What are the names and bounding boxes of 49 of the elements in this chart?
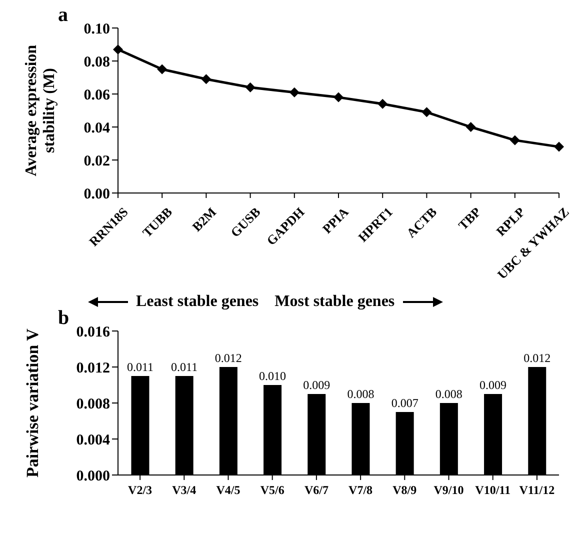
x-tick-label: V7/8 bbox=[348, 483, 373, 497]
y-tick-label: 0.04 bbox=[84, 120, 110, 136]
data-label: 0.008 bbox=[435, 387, 462, 401]
x-tick-label: V10/11 bbox=[475, 483, 511, 497]
y-tick-label: 0.06 bbox=[84, 87, 110, 104]
x-tick-label: V9/10 bbox=[434, 483, 464, 497]
point bbox=[554, 142, 564, 152]
x-tick-label: V5/6 bbox=[260, 483, 284, 497]
y-tick-label: 0.016 bbox=[76, 324, 110, 340]
point bbox=[157, 64, 168, 74]
point bbox=[289, 87, 300, 98]
x-tick-label: V8/9 bbox=[392, 483, 417, 497]
chart-title: b bbox=[58, 307, 70, 329]
data-label: 0.011 bbox=[171, 360, 198, 374]
y-tick-label: 0.012 bbox=[76, 360, 110, 376]
point bbox=[113, 44, 123, 54]
point bbox=[378, 98, 388, 109]
y-axis-title: Average expression stability (M) bbox=[23, 44, 58, 176]
data-label: 0.007 bbox=[391, 396, 418, 410]
text: Most stable genes bbox=[274, 293, 395, 311]
point bbox=[422, 107, 432, 118]
data-label: 0.008 bbox=[347, 387, 374, 401]
x-tick-label: TBP bbox=[455, 204, 484, 233]
y-axis-title: Pairwise variation V bbox=[23, 328, 42, 478]
point bbox=[466, 122, 476, 132]
data-label: 0.012 bbox=[524, 351, 551, 365]
x-tick-label: V6/7 bbox=[304, 483, 328, 497]
data-label: 0.011 bbox=[126, 360, 154, 374]
y-tick-label: 0.02 bbox=[84, 153, 110, 170]
x-tick-label: V4/5 bbox=[216, 483, 240, 497]
y-tick-label: 0.08 bbox=[84, 54, 110, 70]
point bbox=[334, 92, 344, 102]
y-tick-label: 0.10 bbox=[84, 21, 110, 38]
text: Least stable genes bbox=[136, 293, 259, 311]
point bbox=[510, 135, 520, 146]
x-tick-label: V11/12 bbox=[519, 483, 555, 497]
y-tick-label: 0.00 bbox=[84, 186, 110, 202]
data-label: 0.009 bbox=[480, 378, 507, 392]
x-tick-label: V2/3 bbox=[128, 483, 152, 497]
point bbox=[201, 74, 212, 84]
data-label: 0.012 bbox=[214, 351, 242, 365]
x-tick-label: V3/4 bbox=[172, 483, 196, 497]
y-tick-label: 0.000 bbox=[76, 468, 110, 484]
y-tick-label: 0.008 bbox=[76, 396, 110, 412]
data-label: 0.009 bbox=[303, 378, 330, 392]
chart-title: a bbox=[58, 4, 69, 26]
data-label: 0.010 bbox=[259, 369, 286, 383]
y-tick-label: 0.004 bbox=[76, 432, 110, 448]
point bbox=[245, 82, 256, 92]
